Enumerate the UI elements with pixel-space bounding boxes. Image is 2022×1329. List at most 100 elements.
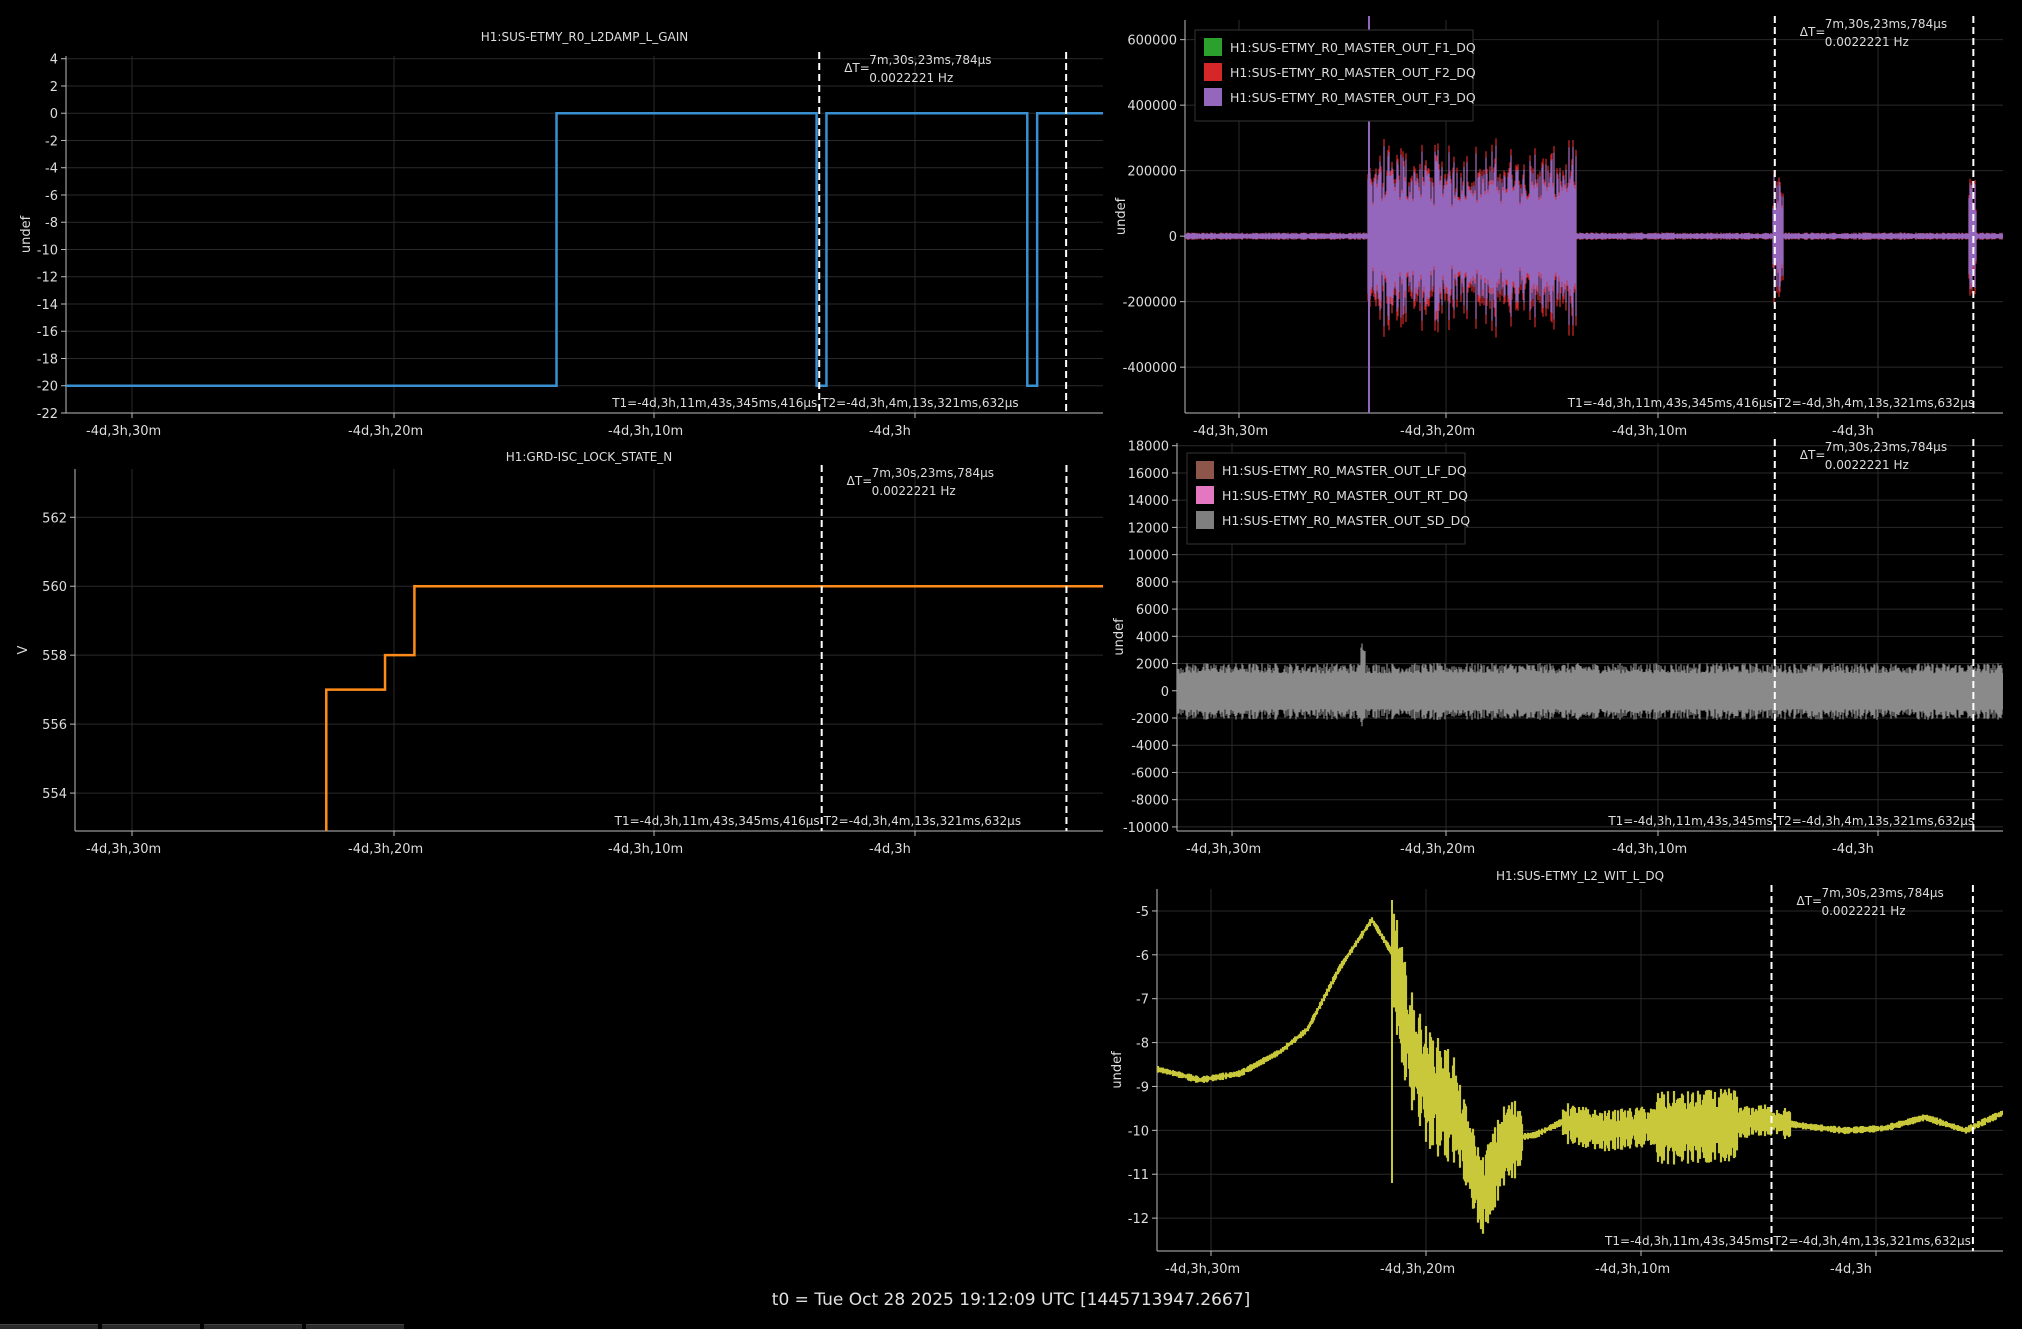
x-tick-label: -4d,3h,10m: [608, 424, 683, 439]
t1-label: T1=-4d,3h,11m,43s,345ms: [1604, 1234, 1769, 1248]
y-tick-label: 4000: [1136, 630, 1169, 645]
y-axis-label: undef: [19, 215, 34, 253]
tab-1[interactable]: [0, 1324, 98, 1329]
tab-2[interactable]: [102, 1324, 200, 1329]
y-tick-label: 4: [50, 53, 58, 68]
y-tick-label: 600000: [1127, 34, 1177, 49]
legend: H1:SUS-ETMY_R0_MASTER_OUT_F1_DQ H1:SUS-ET…: [1194, 29, 1476, 122]
legend-swatch: [1204, 63, 1222, 81]
chart-panel-2: 600000 400000 200000 0 -200000 -400000 -4d,3h,…: [1114, 16, 2003, 439]
y-tick-label: -5: [1136, 905, 1149, 920]
y-tick-label: 18000: [1128, 440, 1169, 455]
y-tick-label: 400000: [1127, 99, 1177, 114]
y-axis-label: undef: [1110, 1051, 1125, 1089]
x-tick-label: -4d,3h,10m: [1595, 1262, 1670, 1277]
t1-label: T1=-4d,3h,11m,43s,345ms,416µs: [611, 396, 817, 410]
chart-title: H1:SUS-ETMY_R0_L2DAMP_L_GAIN: [481, 30, 688, 44]
y-tick-label: 554: [42, 787, 67, 802]
y-tick-label: 200000: [1127, 165, 1177, 180]
y-tick-label: 6000: [1136, 603, 1169, 618]
series-f3: [1185, 145, 2003, 327]
x-tick-label: -4d,3h,20m: [1400, 424, 1475, 439]
x-tick-label: -4d,3h,10m: [1612, 842, 1687, 857]
y-tick-label: 0: [1169, 230, 1177, 245]
y-tick-label: -8: [45, 216, 58, 231]
legend-swatch: [1196, 511, 1214, 529]
y-tick-label: 2: [50, 80, 58, 95]
delta-freq-value: 0.0022221 Hz: [869, 71, 953, 85]
tab-4[interactable]: [306, 1324, 404, 1329]
x-tick-label: -4d,3h: [869, 842, 911, 857]
delta-t-value: 7m,30s,23ms,784µs: [872, 466, 994, 480]
tab-3[interactable]: [204, 1324, 302, 1329]
chart-panel-1: H1:SUS-ETMY_R0_L2DAMP_L_GAIN 4 2 0 -2 -4 -6 -8 -…: [19, 30, 1103, 439]
y-tick-label: -20: [37, 380, 58, 395]
chart-panel-3: H1:GRD-ISC_LOCK_STATE_N 562 560 558 556 554 -4…: [16, 450, 1103, 857]
y-tick-label: 14000: [1128, 494, 1169, 509]
delta-freq-value: 0.0022221 Hz: [872, 484, 956, 498]
y-tick-label: -400000: [1123, 361, 1177, 376]
y-tick-label: 10000: [1128, 549, 1169, 564]
y-tick-label: 0: [1161, 685, 1169, 700]
series-line: [325, 584, 1103, 831]
y-tick-label: -200000: [1123, 296, 1177, 311]
y-tick-label: -7: [1136, 993, 1149, 1008]
delta-t-prefix: ΔT=: [844, 61, 870, 75]
delta-t-value: 7m,30s,23ms,784µs: [869, 53, 991, 67]
y-tick-label: -4000: [1131, 739, 1169, 754]
x-tick-label: -4d,3h,30m: [1186, 842, 1261, 857]
x-tick-label: -4d,3h,20m: [1380, 1262, 1455, 1277]
y-tick-label: -12: [1128, 1212, 1149, 1227]
delta-t-prefix: ΔT=: [1800, 25, 1826, 39]
series-line: [66, 111, 1103, 387]
bottom-tab-strip: [0, 1323, 2022, 1329]
y-axis-label: undef: [1114, 197, 1129, 235]
delta-freq-value: 0.0022221 Hz: [1825, 458, 1909, 472]
y-tick-label: 12000: [1128, 521, 1169, 536]
legend-swatch: [1204, 38, 1222, 56]
t2-label: T2=-4d,3h,4m,13s,321ms,632µs: [1776, 396, 1974, 410]
series-group: [66, 111, 1103, 387]
delta-freq-value: 0.0022221 Hz: [1825, 35, 1909, 49]
legend-entry: H1:SUS-ETMY_R0_MASTER_OUT_RT_DQ: [1222, 488, 1468, 503]
y-tick-label: 0: [50, 107, 58, 122]
legend-swatch: [1196, 461, 1214, 479]
delta-t-prefix: ΔT=: [1796, 894, 1822, 908]
legend-box: [1186, 452, 1466, 545]
legend-entry: H1:SUS-ETMY_R0_MASTER_OUT_F2_DQ: [1230, 65, 1476, 80]
series-sd: [1177, 643, 2003, 727]
y-tick-label: 16000: [1128, 467, 1169, 482]
chart-panel-5: H1:SUS-ETMY_L2_WIT_L_DQ -5 -6 -7 -8 -9 -10 -11 -…: [1110, 869, 2003, 1277]
legend: H1:SUS-ETMY_R0_MASTER_OUT_LF_DQ H1:SUS-ET…: [1186, 452, 1470, 545]
x-tick-label: -4d,3h,20m: [1400, 842, 1475, 857]
x-tick-label: -4d,3h,10m: [1612, 424, 1687, 439]
x-tick-label: -4d,3h,30m: [1165, 1262, 1240, 1277]
y-tick-label: -16: [37, 325, 58, 340]
legend-box: [1194, 29, 1474, 122]
delta-t-value: 7m,30s,23ms,784µs: [1821, 886, 1943, 900]
t1-label: T1=-4d,3h,11m,43s,345ms: [1607, 814, 1772, 828]
delta-freq-value: 0.0022221 Hz: [1821, 904, 1905, 918]
delta-t-value: 7m,30s,23ms,784µs: [1825, 17, 1947, 31]
y-tick-label: -2000: [1131, 712, 1169, 727]
legend-entry: H1:SUS-ETMY_R0_MASTER_OUT_F3_DQ: [1230, 90, 1476, 105]
t1-label: T1=-4d,3h,11m,43s,345ms,416µs: [1567, 396, 1773, 410]
series-group: [1157, 899, 2003, 1234]
y-tick-label: 562: [42, 511, 67, 526]
y-tick-label: -6000: [1131, 766, 1169, 781]
x-tick-label: -4d,3h: [869, 424, 911, 439]
x-tick-label: -4d,3h: [1832, 424, 1874, 439]
x-tick-label: -4d,3h,10m: [608, 842, 683, 857]
y-tick-label: -4: [45, 162, 58, 177]
legend-swatch: [1196, 486, 1214, 504]
series-group: [1177, 643, 2003, 727]
y-tick-label: -12: [37, 271, 58, 286]
series-group: [1185, 16, 2003, 413]
x-tick-label: -4d,3h,30m: [86, 842, 161, 857]
y-tick-label: -6: [45, 189, 58, 204]
y-tick-label: -10: [1128, 1124, 1149, 1139]
y-tick-label: -2: [45, 134, 58, 149]
y-tick-label: 556: [42, 718, 67, 733]
y-tick-label: -22: [37, 407, 58, 422]
